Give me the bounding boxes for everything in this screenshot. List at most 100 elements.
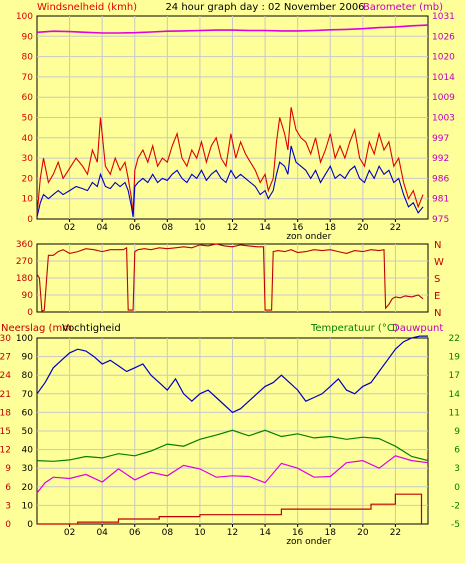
- rain-ytick-label: 3: [5, 501, 11, 511]
- temp-xtick-label: 04: [96, 528, 108, 538]
- barometer-ytick-label: 997: [432, 134, 449, 144]
- direction-ytick-label: 270: [16, 257, 33, 267]
- humidity-ytick-label: 20: [22, 483, 34, 493]
- temp-xtick-label: 20: [357, 528, 369, 538]
- rain-ytick-label: 6: [5, 483, 11, 493]
- temp-xtick-label: 22: [390, 528, 401, 538]
- wind-xtick-label: 08: [162, 223, 174, 233]
- compass-label: S: [434, 274, 440, 285]
- humidity-ytick-label: 70: [22, 390, 34, 400]
- wind-ytick-label: 80: [22, 53, 34, 63]
- temperature-ytick-label: 14: [449, 390, 461, 400]
- humidity-ytick-label: 80: [22, 371, 34, 381]
- rain-ytick-label: 27: [0, 353, 11, 363]
- wind-xtick-label: 22: [390, 223, 401, 233]
- direction-ytick-label: 360: [16, 240, 33, 250]
- temp-xtick-label: 06: [129, 528, 141, 538]
- humidity-ytick-label: 90: [22, 353, 34, 363]
- temperature-ytick-label: -2: [451, 501, 460, 511]
- wind-xtick-label: 04: [96, 223, 108, 233]
- wind-ytick-label: 0: [27, 215, 33, 225]
- temperature-ytick-label: 9: [454, 427, 460, 437]
- temp-xtick-label: 10: [194, 528, 206, 538]
- rain-ytick-label: 21: [0, 390, 11, 400]
- humidity-ytick-label: 40: [22, 446, 34, 456]
- wind-speed-axis-title: Windsnelheid (kmh): [37, 2, 137, 13]
- barometer-ytick-label: 1003: [432, 114, 455, 124]
- rain-ytick-label: 9: [5, 464, 11, 474]
- wind-ytick-label: 70: [22, 73, 34, 83]
- temperature-ytick-label: 11: [449, 408, 460, 418]
- temp-xtick-label: 12: [227, 528, 238, 538]
- temperature-ytick-label: -5: [451, 520, 460, 530]
- direction-ytick-label: 180: [16, 274, 33, 284]
- wind-ytick-label: 40: [22, 134, 34, 144]
- wind-ytick-label: 100: [16, 12, 33, 22]
- wind-xtick-label: 16: [292, 223, 304, 233]
- barometer-ytick-label: 1026: [432, 32, 455, 42]
- dewpoint-line: [36, 455, 429, 494]
- wind-direction-line: [36, 243, 424, 312]
- compass-label: N: [434, 240, 441, 251]
- wind-ytick-label: 30: [22, 154, 34, 164]
- compass-label: W: [434, 257, 444, 268]
- compass-label: N: [434, 308, 441, 319]
- barometer-ytick-label: 981: [432, 195, 449, 205]
- barometer-line: [36, 24, 429, 34]
- barometer-ytick-label: 1020: [432, 53, 455, 63]
- humidity-ytick-label: 100: [16, 334, 33, 344]
- graph-title: 24 hour graph day : 02 November 2006: [165, 2, 364, 13]
- wind-ytick-label: 20: [22, 174, 34, 184]
- wind-speed-line: [36, 145, 424, 218]
- wind-ytick-label: 60: [22, 93, 34, 103]
- temperature-ytick-label: 0: [454, 483, 460, 493]
- humidity-line: [36, 335, 428, 414]
- wind-ytick-label: 10: [22, 195, 34, 205]
- wind-ytick-label: 90: [22, 32, 34, 42]
- rain-ytick-label: 30: [0, 334, 11, 344]
- temperature-ytick-label: 19: [449, 353, 461, 363]
- barometer-ytick-label: 986: [432, 174, 449, 184]
- temperature-ytick-label: 17: [449, 371, 460, 381]
- temp-xtick-label: 18: [325, 528, 337, 538]
- temperature-ytick-label: 22: [449, 334, 460, 344]
- rain-axis-title: Neerslag (mm: [1, 323, 72, 334]
- wind-xtick-label: 14: [259, 223, 271, 233]
- rain-ytick-label: 24: [0, 371, 11, 381]
- temperature-axis-title: Temperatuur (°C): [310, 323, 398, 334]
- barometer-ytick-label: 1014: [432, 73, 455, 83]
- wind-gust-line: [36, 107, 424, 215]
- barometer-ytick-label: 1031: [432, 12, 455, 22]
- wind-xtick-label: 06: [129, 223, 141, 233]
- wind-xtick-label: 10: [194, 223, 206, 233]
- rain-ytick-label: 12: [0, 446, 11, 456]
- direction-ytick-label: 90: [22, 291, 34, 301]
- humidity-ytick-label: 60: [22, 408, 34, 418]
- humidity-ytick-label: 10: [22, 501, 34, 511]
- barometer-axis-title: Barometer (mb): [363, 2, 443, 13]
- humidity-ytick-label: 0: [27, 520, 33, 530]
- rain-ytick-label: 18: [0, 408, 11, 418]
- wind-ytick-label: 50: [22, 114, 34, 124]
- rain-ytick-label: 0: [5, 520, 11, 530]
- barometer-ytick-label: 975: [432, 215, 449, 225]
- humidity-axis-title: Vochtigheid: [62, 323, 121, 334]
- temp-xtick-label: 14: [259, 528, 271, 538]
- sunset-label-3: zon onder: [286, 537, 331, 547]
- wind-xtick-label: 12: [227, 223, 238, 233]
- temperature-ytick-label: 3: [454, 464, 460, 474]
- sunset-label-1: zon onder: [286, 232, 331, 242]
- direction-ytick-label: 0: [27, 308, 33, 318]
- wind-xtick-label: 18: [325, 223, 337, 233]
- temperature-ytick-label: 6: [454, 446, 460, 456]
- rain-ytick-label: 15: [0, 427, 11, 437]
- barometer-ytick-label: 992: [432, 154, 449, 164]
- temperature-line: [36, 429, 429, 462]
- barometer-ytick-label: 1009: [432, 93, 455, 103]
- temp-xtick-label: 16: [292, 528, 304, 538]
- temp-xtick-label: 08: [162, 528, 174, 538]
- humidity-ytick-label: 50: [22, 427, 34, 437]
- temp-xtick-label: 02: [64, 528, 75, 538]
- compass-label: E: [434, 291, 440, 302]
